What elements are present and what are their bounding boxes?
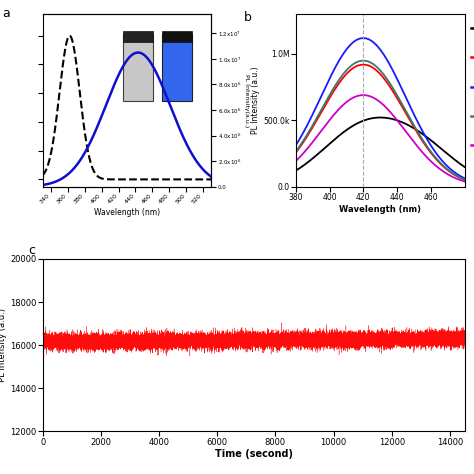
X-axis label: Time (second): Time (second) xyxy=(215,449,292,459)
Y-axis label: PL Intensity (a.u.): PL Intensity (a.u.) xyxy=(251,66,260,134)
Y-axis label: PL Intensity(a.u.): PL Intensity(a.u.) xyxy=(244,74,249,127)
X-axis label: Wavelength (nm): Wavelength (nm) xyxy=(94,208,160,217)
X-axis label: Wavelength (nm): Wavelength (nm) xyxy=(339,205,421,214)
Y-axis label: PL Intensity (a.u.): PL Intensity (a.u.) xyxy=(0,308,7,382)
Text: c: c xyxy=(28,244,36,256)
Text: b: b xyxy=(244,11,252,24)
Text: a: a xyxy=(2,7,10,19)
